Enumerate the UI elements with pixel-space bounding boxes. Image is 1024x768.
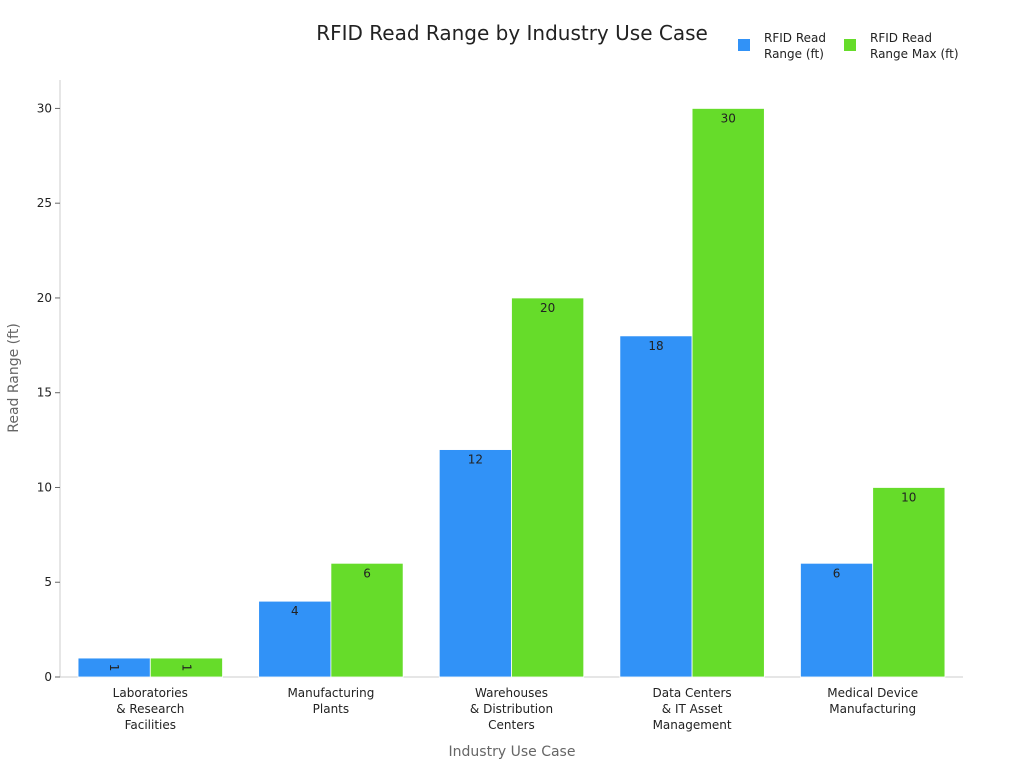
value-label: 1	[107, 664, 121, 672]
y-tick-label: 30	[37, 101, 52, 115]
value-label: 10	[901, 490, 916, 504]
bar	[149, 657, 223, 678]
value-label: 30	[721, 111, 736, 125]
bar	[258, 600, 332, 678]
chart-title: RFID Read Range by Industry Use Case	[316, 21, 708, 45]
value-label: 6	[363, 566, 371, 580]
y-tick-label: 10	[37, 480, 52, 494]
x-tick-label: Laboratories & Research Facilities	[113, 686, 188, 732]
bar	[330, 562, 404, 678]
x-tick-label: Warehouses & Distribution Centers	[470, 686, 553, 732]
y-tick-label: 25	[37, 196, 52, 210]
value-label: 18	[648, 339, 663, 353]
y-tick-label: 5	[44, 575, 52, 589]
y-tick-label: 0	[44, 670, 52, 684]
x-tick-label: Data Centers & IT Asset Management	[653, 686, 732, 732]
value-label: 20	[540, 301, 555, 315]
y-tick-label: 20	[37, 291, 52, 305]
x-tick-label: Medical Device Manufacturing	[827, 686, 918, 716]
legend-label: RFID Read Range Max (ft)	[870, 31, 959, 61]
x-axis-title: Industry Use Case	[449, 744, 576, 760]
value-label: 12	[468, 453, 483, 467]
value-label: 6	[833, 566, 841, 580]
bar	[691, 108, 765, 678]
legend-swatch	[844, 39, 856, 51]
value-label: 1	[179, 664, 193, 672]
bar	[619, 335, 693, 678]
legend-swatch	[738, 39, 750, 51]
bar	[511, 297, 585, 678]
legend-label: RFID Read Range (ft)	[764, 31, 826, 61]
y-tick-label: 15	[37, 386, 52, 400]
bar	[800, 562, 874, 678]
y-axis-title: Read Range (ft)	[6, 323, 22, 433]
bar	[438, 449, 512, 678]
value-label: 4	[291, 604, 299, 618]
bar	[872, 487, 946, 678]
x-tick-label: Manufacturing Plants	[287, 686, 374, 716]
